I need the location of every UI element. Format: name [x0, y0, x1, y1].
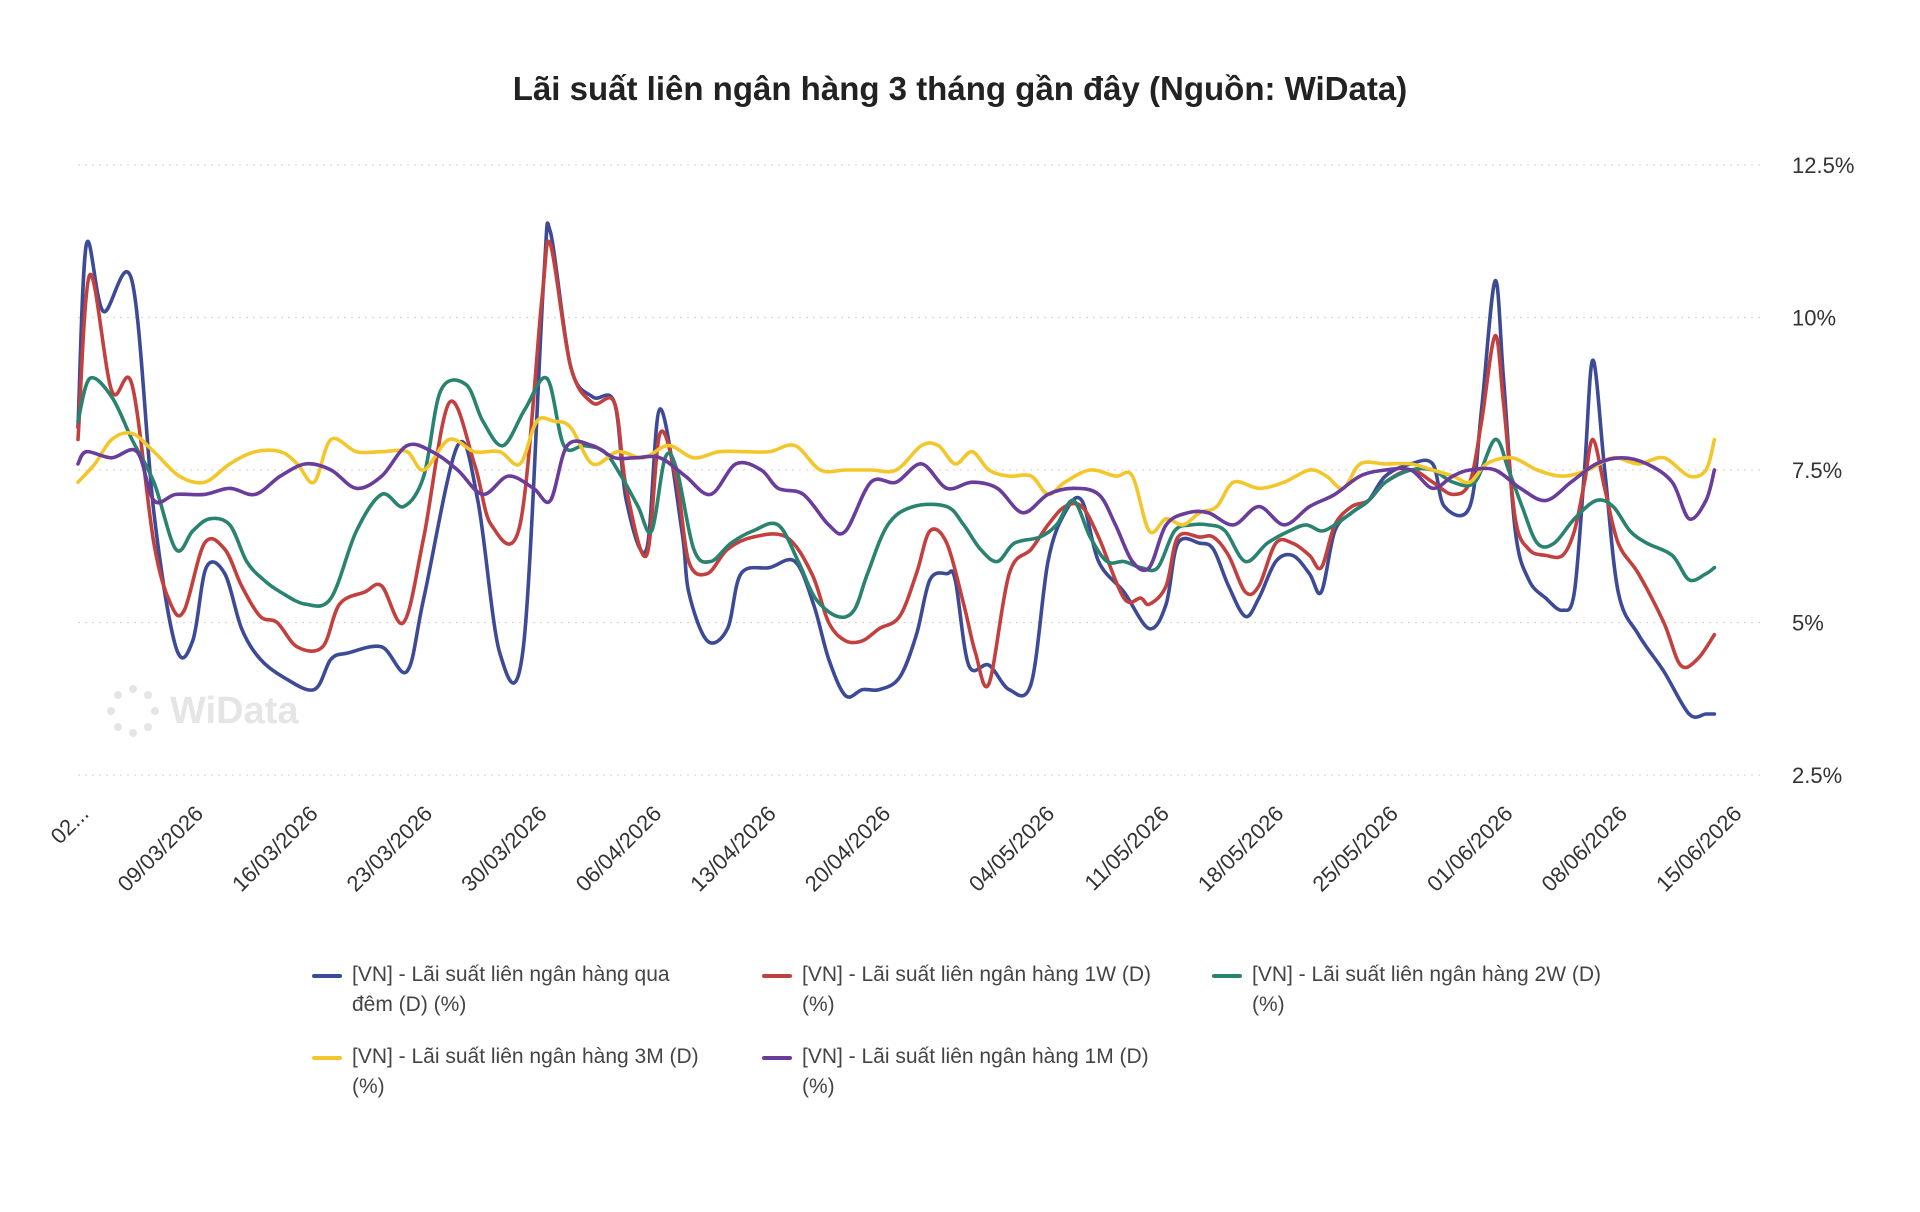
legend-label: [VN] - Lãi suất liên ngân hàng 1M (D) (%…: [802, 1045, 1149, 1098]
series-line-5: [76, 439, 1717, 573]
y-tick-label: 12.5%: [1792, 153, 1854, 178]
x-tick-label: 20/04/2026: [800, 801, 896, 897]
x-tick-label: 01/06/2026: [1422, 801, 1518, 897]
x-tick-label: 02...: [46, 801, 94, 849]
x-tick-label: 15/06/2026: [1651, 801, 1747, 897]
grid-layer: [78, 164, 1765, 776]
watermark: WiData: [106, 684, 298, 738]
x-tick-label: 25/05/2026: [1307, 801, 1403, 897]
x-tick-label: 18/05/2026: [1193, 801, 1289, 897]
x-tick-label: 23/03/2026: [342, 801, 438, 897]
series-line-2: [76, 239, 1717, 689]
legend-label: [VN] - Lãi suất liên ngân hàng 1W (D) (%…: [802, 963, 1152, 1016]
y-tick-label: 2.5%: [1792, 763, 1842, 788]
series-line-4: [76, 416, 1717, 535]
legend-swatch: [762, 1056, 792, 1060]
legend-item[interactable]: [VN] - Lãi suất liên ngân hàng 3M (D) (%…: [312, 1042, 762, 1102]
series-line-3: [76, 375, 1717, 620]
x-tick-label: 30/03/2026: [456, 801, 552, 897]
legend-swatch: [1212, 974, 1242, 978]
lines-layer: [76, 221, 1717, 719]
legend: [VN] - Lãi suất liên ngân hàng qua đêm (…: [312, 960, 1672, 1102]
x-tick-label: 04/05/2026: [964, 801, 1060, 897]
x-tick-label: 11/05/2026: [1080, 801, 1174, 895]
y-tick-label: 5%: [1792, 611, 1824, 636]
legend-item[interactable]: [VN] - Lãi suất liên ngân hàng 1W (D) (%…: [762, 960, 1212, 1020]
x-tick-label: 09/03/2026: [113, 801, 209, 897]
series-line-1: [76, 221, 1717, 719]
legend-label: [VN] - Lãi suất liên ngân hàng 3M (D) (%…: [352, 1045, 699, 1098]
y-tick-label: 10%: [1792, 306, 1836, 331]
chart-title: Lãi suất liên ngân hàng 3 tháng gần đây …: [512, 70, 1408, 107]
x-tick-label: 06/04/2026: [571, 801, 667, 897]
legend-swatch: [312, 974, 342, 978]
widata-logo-icon: [107, 685, 159, 737]
legend-label: [VN] - Lãi suất liên ngân hàng qua đêm (…: [352, 963, 670, 1016]
x-axis: 02... 09/03/2026 16/03/2026 23/03/2026 30/03…: [46, 801, 1747, 897]
legend-item[interactable]: [VN] - Lãi suất liên ngân hàng 1M (D) (%…: [762, 1042, 1212, 1102]
x-tick-label: 08/06/2026: [1537, 801, 1633, 897]
legend-swatch: [312, 1056, 342, 1060]
legend-label: [VN] - Lãi suất liên ngân hàng 2W (D) (%…: [1252, 963, 1602, 1016]
x-tick-label: 13/04/2026: [685, 801, 781, 897]
y-axis: 12.5% 10% 7.5% 5% 2.5%: [1792, 153, 1854, 788]
watermark-text: WiData: [170, 689, 299, 732]
legend-item[interactable]: [VN] - Lãi suất liên ngân hàng 2W (D) (%…: [1212, 960, 1662, 1020]
legend-swatch: [762, 974, 792, 978]
x-tick-label: 16/03/2026: [227, 801, 323, 897]
y-tick-label: 7.5%: [1792, 458, 1842, 483]
legend-item[interactable]: [VN] - Lãi suất liên ngân hàng qua đêm (…: [312, 960, 762, 1020]
